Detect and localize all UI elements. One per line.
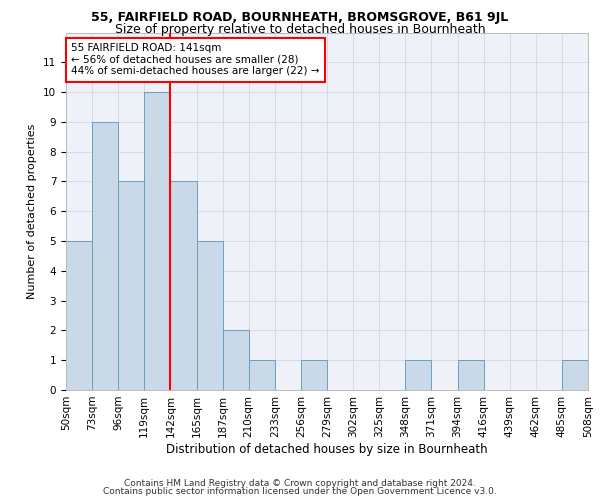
Bar: [118, 182, 145, 390]
Y-axis label: Number of detached properties: Number of detached properties: [28, 124, 37, 299]
Text: Contains public sector information licensed under the Open Government Licence v3: Contains public sector information licen…: [103, 487, 497, 496]
Bar: [197, 241, 223, 390]
Bar: [249, 360, 275, 390]
Bar: [145, 92, 170, 390]
Bar: [170, 182, 197, 390]
X-axis label: Distribution of detached houses by size in Bournheath: Distribution of detached houses by size …: [166, 442, 488, 456]
Text: 55, FAIRFIELD ROAD, BOURNHEATH, BROMSGROVE, B61 9JL: 55, FAIRFIELD ROAD, BOURNHEATH, BROMSGRO…: [91, 11, 509, 24]
Bar: [92, 122, 118, 390]
Bar: [458, 360, 484, 390]
Text: 55 FAIRFIELD ROAD: 141sqm
← 56% of detached houses are smaller (28)
44% of semi-: 55 FAIRFIELD ROAD: 141sqm ← 56% of detac…: [71, 43, 320, 76]
Bar: [301, 360, 327, 390]
Bar: [406, 360, 431, 390]
Text: Contains HM Land Registry data © Crown copyright and database right 2024.: Contains HM Land Registry data © Crown c…: [124, 478, 476, 488]
Text: Size of property relative to detached houses in Bournheath: Size of property relative to detached ho…: [115, 22, 485, 36]
Bar: [223, 330, 249, 390]
Bar: [562, 360, 588, 390]
Bar: [66, 241, 92, 390]
